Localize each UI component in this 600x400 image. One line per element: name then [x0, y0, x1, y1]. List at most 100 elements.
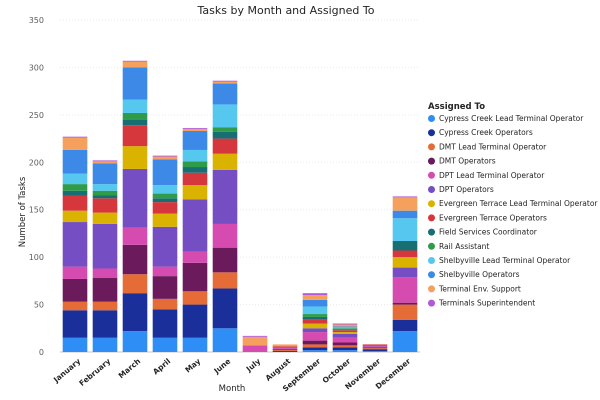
- bar-segment-january-terminal-env-support[interactable]: [62, 137, 88, 150]
- bar-segment-june-evergreen-terrace-lead-terminal-operator[interactable]: [212, 153, 238, 170]
- bar-segment-september-evergreen-terrace-lead-terminal-operator[interactable]: [302, 323, 328, 329]
- bar-segment-april-terminals-superintendent[interactable]: [152, 155, 178, 157]
- bar-segment-march-dmt-operators[interactable]: [122, 244, 148, 275]
- bar-segment-december-dpt-operators[interactable]: [392, 267, 418, 278]
- bar-segment-june-terminal-env-support[interactable]: [212, 81, 238, 84]
- bar-segment-november-cypress-creek-operators[interactable]: [362, 349, 388, 352]
- bar-segment-september-cypress-creek-lead-terminal-operator[interactable]: [302, 350, 328, 352]
- bar-segment-february-terminals-superintendent[interactable]: [92, 160, 118, 162]
- bar-segment-november-cypress-creek-lead-terminal-operator[interactable]: [362, 351, 388, 352]
- legend-item-dmt-operators[interactable]: DMT Operators: [439, 157, 496, 166]
- bar-segment-december-terminal-env-support[interactable]: [392, 197, 418, 211]
- bar-segment-may-dpt-lead-terminal-operator[interactable]: [182, 251, 208, 263]
- bar-segment-march-evergreen-terrace-operators[interactable]: [122, 125, 148, 147]
- bar-segment-october-shelbyville-lead-terminal-operator[interactable]: [332, 327, 358, 329]
- bar-segment-september-evergreen-terrace-operators[interactable]: [302, 319, 328, 324]
- bar-segment-february-cypress-creek-lead-terminal-operator[interactable]: [92, 337, 118, 352]
- bar-segment-june-shelbyville-operators[interactable]: [212, 83, 238, 105]
- bar-segment-june-dmt-lead-terminal-operator[interactable]: [212, 272, 238, 289]
- bar-segment-may-shelbyville-operators[interactable]: [182, 130, 208, 150]
- bar-segment-june-terminals-superintendent[interactable]: [212, 80, 238, 82]
- bar-segment-january-dmt-lead-terminal-operator[interactable]: [62, 301, 88, 311]
- bar-segment-april-rail-assistant[interactable]: [152, 193, 178, 199]
- bar-segment-august-dmt-lead-terminal-operator[interactable]: [272, 350, 298, 352]
- bar-segment-february-evergreen-terrace-operators[interactable]: [92, 198, 118, 213]
- bar-segment-september-shelbyville-lead-terminal-operator[interactable]: [302, 306, 328, 315]
- bar-segment-december-dmt-lead-terminal-operator[interactable]: [392, 304, 418, 320]
- legend-item-terminal-env-support[interactable]: Terminal Env. Support: [438, 284, 521, 293]
- legend-item-field-services-coordinator[interactable]: Field Services Coordinator: [439, 228, 538, 237]
- bar-segment-june-dpt-operators[interactable]: [212, 169, 238, 224]
- bar-segment-december-shelbyville-operators[interactable]: [392, 210, 418, 219]
- bar-segment-january-cypress-creek-lead-terminal-operator[interactable]: [62, 337, 88, 352]
- legend-item-dmt-lead-terminal-operator[interactable]: DMT Lead Terminal Operator: [439, 142, 547, 151]
- bar-segment-march-field-services-coordinator[interactable]: [122, 119, 148, 126]
- bar-segment-september-dmt-lead-terminal-operator[interactable]: [302, 344, 328, 348]
- bar-segment-october-dmt-lead-terminal-operator[interactable]: [332, 345, 358, 348]
- bar-segment-may-evergreen-terrace-lead-terminal-operator[interactable]: [182, 185, 208, 200]
- bar-segment-march-dmt-lead-terminal-operator[interactable]: [122, 274, 148, 294]
- bar-segment-january-terminals-superintendent[interactable]: [62, 136, 88, 138]
- bar-segment-september-shelbyville-operators[interactable]: [302, 299, 328, 307]
- bar-segment-december-shelbyville-lead-terminal-operator[interactable]: [392, 218, 418, 242]
- bar-segment-june-field-services-coordinator[interactable]: [212, 131, 238, 139]
- bar-segment-october-cypress-creek-lead-terminal-operator[interactable]: [332, 350, 358, 352]
- bar-segment-november-dpt-lead-terminal-operator[interactable]: [362, 346, 388, 348]
- bar-segment-october-evergreen-terrace-operators[interactable]: [332, 330, 358, 333]
- bar-segment-january-dpt-operators[interactable]: [62, 222, 88, 267]
- bar-segment-february-terminal-env-support[interactable]: [92, 161, 118, 164]
- bar-segment-august-dpt-operators[interactable]: [272, 347, 298, 349]
- bar-segment-october-dmt-operators[interactable]: [332, 342, 358, 346]
- bar-segment-january-shelbyville-lead-terminal-operator[interactable]: [62, 173, 88, 185]
- bar-segment-july-dpt-lead-terminal-operator[interactable]: [242, 345, 268, 352]
- bar-segment-june-evergreen-terrace-operators[interactable]: [212, 138, 238, 154]
- bar-segment-april-dmt-operators[interactable]: [152, 276, 178, 299]
- bar-segment-march-terminals-superintendent[interactable]: [122, 60, 148, 62]
- bar-segment-april-field-services-coordinator[interactable]: [152, 198, 178, 203]
- bar-segment-july-terminal-env-support[interactable]: [242, 336, 268, 346]
- bar-segment-april-cypress-creek-operators[interactable]: [152, 309, 178, 338]
- bar-segment-june-rail-assistant[interactable]: [212, 127, 238, 132]
- bar-segment-june-cypress-creek-operators[interactable]: [212, 288, 238, 329]
- bar-segment-march-cypress-creek-operators[interactable]: [122, 293, 148, 332]
- bar-segment-june-dpt-lead-terminal-operator[interactable]: [212, 223, 238, 248]
- bar-segment-november-dmt-operators[interactable]: [362, 347, 388, 349]
- bar-segment-march-shelbyville-operators[interactable]: [122, 67, 148, 100]
- bar-segment-may-cypress-creek-lead-terminal-operator[interactable]: [182, 337, 208, 352]
- bar-segment-october-rail-assistant[interactable]: [332, 328, 358, 330]
- bar-segment-december-cypress-creek-lead-terminal-operator[interactable]: [392, 331, 418, 352]
- bar-segment-october-shelbyville-operators[interactable]: [332, 326, 358, 328]
- bar-segment-august-evergreen-terrace-operators[interactable]: [272, 346, 298, 348]
- bar-segment-february-dpt-operators[interactable]: [92, 223, 118, 269]
- legend-item-cypress-creek-lead-terminal-operator[interactable]: Cypress Creek Lead Terminal Operator: [439, 114, 584, 123]
- bar-segment-may-rail-assistant[interactable]: [182, 161, 208, 168]
- legend-item-terminals-superintendent[interactable]: Terminals Superintendent: [438, 299, 535, 308]
- bar-segment-january-evergreen-terrace-operators[interactable]: [62, 195, 88, 211]
- bar-segment-february-dmt-lead-terminal-operator[interactable]: [92, 301, 118, 311]
- bar-segment-march-rail-assistant[interactable]: [122, 112, 148, 120]
- bar-segment-february-shelbyville-lead-terminal-operator[interactable]: [92, 184, 118, 191]
- legend-item-shelbyville-lead-terminal-operator[interactable]: Shelbyville Lead Terminal Operator: [439, 256, 571, 265]
- bar-segment-january-field-services-coordinator[interactable]: [62, 190, 88, 196]
- bar-segment-october-dpt-operators[interactable]: [332, 333, 358, 338]
- bar-segment-august-cypress-creek-operators[interactable]: [272, 351, 298, 352]
- bar-segment-january-evergreen-terrace-lead-terminal-operator[interactable]: [62, 210, 88, 223]
- bar-segment-august-dpt-lead-terminal-operator[interactable]: [272, 348, 298, 350]
- bar-segment-september-field-services-coordinator[interactable]: [302, 316, 328, 320]
- legend-item-dpt-lead-terminal-operator[interactable]: DPT Lead Terminal Operator: [439, 171, 545, 180]
- bar-segment-april-dpt-lead-terminal-operator[interactable]: [152, 266, 178, 277]
- bar-segment-october-evergreen-terrace-lead-terminal-operator[interactable]: [332, 332, 358, 334]
- bar-segment-april-cypress-creek-lead-terminal-operator[interactable]: [152, 337, 178, 352]
- bar-segment-january-cypress-creek-operators[interactable]: [62, 310, 88, 338]
- bar-segment-january-dpt-lead-terminal-operator[interactable]: [62, 266, 88, 279]
- bar-segment-april-dpt-operators[interactable]: [152, 226, 178, 267]
- bar-segment-april-evergreen-terrace-lead-terminal-operator[interactable]: [152, 213, 178, 227]
- legend-item-shelbyville-operators[interactable]: Shelbyville Operators: [439, 270, 520, 279]
- bar-segment-october-cypress-creek-operators[interactable]: [332, 347, 358, 351]
- bar-segment-march-terminal-env-support[interactable]: [122, 61, 148, 68]
- bar-segment-february-evergreen-terrace-lead-terminal-operator[interactable]: [92, 212, 118, 224]
- bar-segment-march-cypress-creek-lead-terminal-operator[interactable]: [122, 331, 148, 352]
- bar-segment-february-dmt-operators[interactable]: [92, 278, 118, 302]
- bar-segment-april-shelbyville-operators[interactable]: [152, 159, 178, 186]
- bar-segment-may-shelbyville-lead-terminal-operator[interactable]: [182, 149, 208, 162]
